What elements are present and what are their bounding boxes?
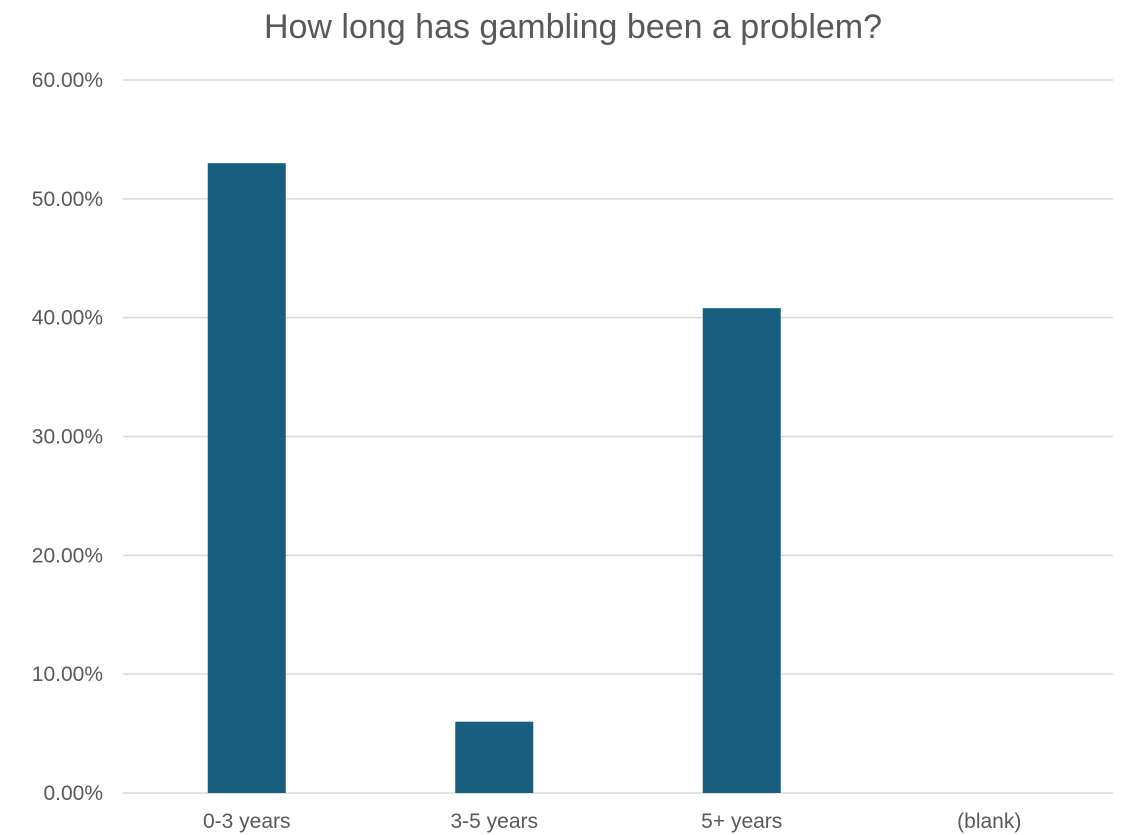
- y-tick-label: 0.00%: [43, 782, 103, 805]
- y-tick-label: 10.00%: [32, 663, 103, 686]
- bars: [207, 163, 781, 793]
- bar-3-5-years: [455, 721, 534, 793]
- y-tick-label: 20.00%: [32, 544, 103, 567]
- chart-title: How long has gambling been a problem?: [264, 8, 882, 46]
- bar-0-3-years: [207, 163, 286, 793]
- y-tick-label: 50.00%: [32, 188, 103, 211]
- x-tick-label: 0-3 years: [203, 810, 291, 833]
- x-tick-label: (blank): [957, 810, 1021, 833]
- bar-5-years: [702, 308, 781, 793]
- x-tick-label: 5+ years: [701, 810, 782, 833]
- y-axis-tick-labels: 0.00% 10.00% 20.00% 30.00% 40.00% 50.00% 60.00…: [32, 69, 103, 805]
- y-tick-label: 40.00%: [32, 307, 103, 330]
- y-tick-label: 30.00%: [32, 426, 103, 449]
- gridlines: [123, 79, 1113, 794]
- x-tick-label: 3-5 years: [450, 810, 538, 833]
- y-tick-label: 60.00%: [32, 69, 103, 92]
- x-axis-tick-labels: 0-3 years 3-5 years 5+ years (blank): [203, 810, 1021, 833]
